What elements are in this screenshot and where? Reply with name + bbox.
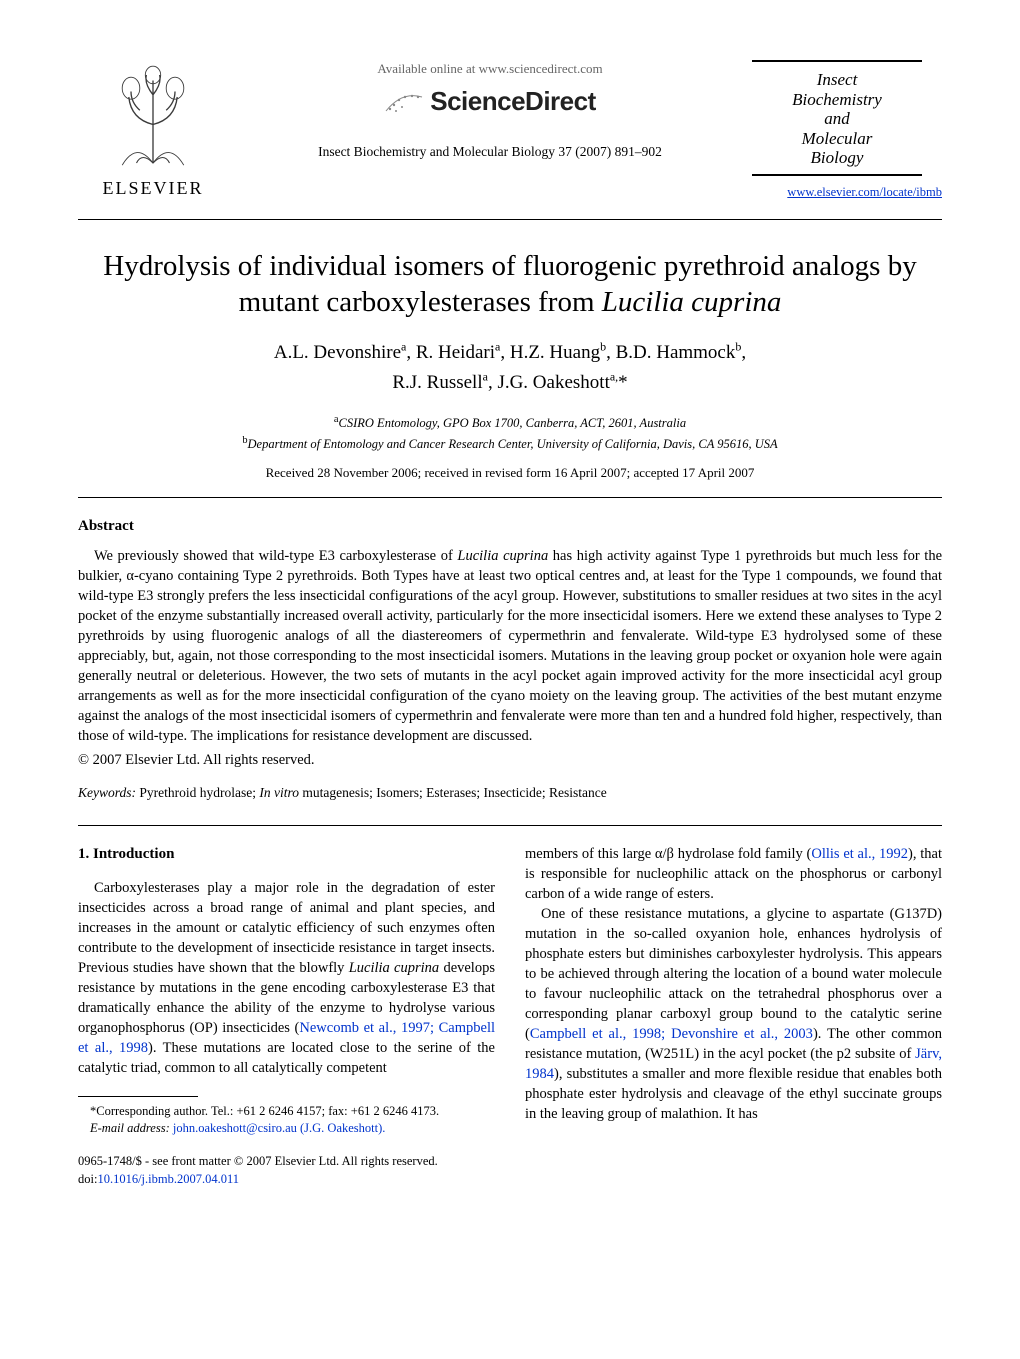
divider bbox=[78, 219, 942, 220]
keywords-label: Keywords: bbox=[78, 785, 136, 800]
journal-title-line: Molecular bbox=[758, 129, 916, 149]
corresponding-author-footnote: *Corresponding author. Tel.: +61 2 6246 … bbox=[78, 1103, 495, 1120]
journal-title-line: Insect bbox=[758, 70, 916, 90]
abstract-paragraph: We previously showed that wild-type E3 c… bbox=[78, 546, 942, 746]
journal-reference: Insect Biochemistry and Molecular Biolog… bbox=[238, 143, 742, 161]
affiliations: aCSIRO Entomology, GPO Box 1700, Canberr… bbox=[78, 412, 942, 454]
citation-link[interactable]: Newcomb et al., 1997; Campbell et al., 1… bbox=[78, 1020, 495, 1056]
affiliation-a: aCSIRO Entomology, GPO Box 1700, Canberr… bbox=[78, 412, 942, 433]
journal-title-line: Biochemistry bbox=[758, 90, 916, 110]
section-heading: 1. Introduction bbox=[78, 844, 495, 865]
received-dates: Received 28 November 2006; received in r… bbox=[78, 464, 942, 482]
right-column: members of this large α/β hydrolase fold… bbox=[525, 844, 942, 1188]
elsevier-tree-icon bbox=[98, 64, 208, 174]
sciencedirect-swoosh-icon bbox=[384, 87, 424, 115]
sciencedirect-text: ScienceDirect bbox=[430, 84, 595, 119]
email-label: E-mail address: bbox=[90, 1121, 170, 1135]
body-paragraph: One of these resistance mutations, a gly… bbox=[525, 904, 942, 1124]
author-email-link[interactable]: john.oakeshott@csiro.au (J.G. Oakeshott)… bbox=[170, 1121, 386, 1135]
elsevier-wordmark: ELSEVIER bbox=[103, 176, 204, 200]
center-header: Available online at www.sciencedirect.co… bbox=[228, 60, 752, 161]
doi-prefix: doi: bbox=[78, 1172, 97, 1186]
body-paragraph: Carboxylesterases play a major role in t… bbox=[78, 878, 495, 1078]
elsevier-logo-block: ELSEVIER bbox=[78, 60, 228, 200]
author-list: A.L. Devonshirea, R. Heidaria, H.Z. Huan… bbox=[78, 338, 942, 398]
doi-line: doi:10.1016/j.ibmb.2007.04.011 bbox=[78, 1171, 495, 1189]
front-matter-line: 0965-1748/$ - see front matter © 2007 El… bbox=[78, 1153, 495, 1171]
authors-line: A.L. Devonshirea, R. Heidaria, H.Z. Huan… bbox=[274, 342, 746, 363]
article-title: Hydrolysis of individual isomers of fluo… bbox=[98, 248, 922, 321]
left-column: 1. Introduction Carboxylesterases play a… bbox=[78, 844, 495, 1188]
citation-link[interactable]: Järv, 1984 bbox=[525, 1046, 942, 1082]
sciencedirect-logo: ScienceDirect bbox=[384, 84, 595, 119]
email-footnote: E-mail address: john.oakeshott@csiro.au … bbox=[78, 1120, 495, 1137]
body-paragraph: members of this large α/β hydrolase fold… bbox=[525, 844, 942, 904]
journal-header: ELSEVIER Available online at www.science… bbox=[78, 60, 942, 201]
doi-value: 10.1016/j.ibmb.2007.04.011 bbox=[97, 1172, 239, 1186]
journal-title-box: Insect Biochemistry and Molecular Biolog… bbox=[752, 60, 922, 176]
copyright-line: © 2007 Elsevier Ltd. All rights reserved… bbox=[78, 750, 942, 770]
abstract-heading: Abstract bbox=[78, 516, 942, 536]
journal-title-box-wrapper: Insect Biochemistry and Molecular Biolog… bbox=[752, 60, 942, 201]
journal-url-link[interactable]: www.elsevier.com/locate/ibmb bbox=[752, 184, 942, 201]
keywords-text: Pyrethroid hydrolase; In vitro mutagenes… bbox=[136, 785, 607, 800]
journal-title-line: Biology bbox=[758, 148, 916, 168]
body-columns: 1. Introduction Carboxylesterases play a… bbox=[78, 844, 942, 1188]
keywords: Keywords: Pyrethroid hydrolase; In vitro… bbox=[78, 784, 942, 802]
divider bbox=[78, 825, 942, 826]
available-online-text: Available online at www.sciencedirect.co… bbox=[238, 60, 742, 78]
affiliation-b: bDepartment of Entomology and Cancer Res… bbox=[78, 433, 942, 454]
citation-link[interactable]: Ollis et al., 1992 bbox=[811, 846, 908, 862]
divider bbox=[78, 497, 942, 498]
article-identifier: 0965-1748/$ - see front matter © 2007 El… bbox=[78, 1153, 495, 1188]
citation-link[interactable]: Campbell et al., 1998; Devonshire et al.… bbox=[530, 1026, 813, 1042]
footnote-divider bbox=[78, 1096, 198, 1097]
authors-line: R.J. Russella, J.G. Oakeshotta,* bbox=[392, 372, 627, 393]
abstract-body: We previously showed that wild-type E3 c… bbox=[78, 546, 942, 770]
journal-title-line: and bbox=[758, 109, 916, 129]
